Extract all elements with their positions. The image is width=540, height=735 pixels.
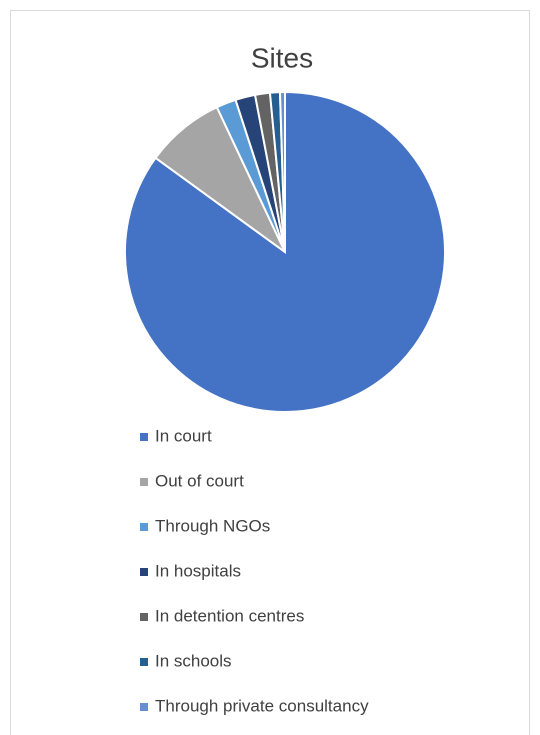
legend-swatch — [140, 568, 148, 576]
legend-label: Through NGOs — [155, 516, 270, 535]
legend-swatch — [140, 703, 148, 711]
legend-label: In detention centres — [155, 606, 304, 625]
legend-swatch — [140, 658, 148, 666]
legend-swatch — [140, 433, 148, 441]
legend-label: Out of court — [155, 471, 244, 490]
pie-slice — [278, 90, 286, 253]
legend-swatch — [140, 613, 148, 621]
legend-swatch — [140, 523, 148, 531]
legend-label: Through private consultancy — [155, 696, 369, 715]
legend-label: In court — [155, 426, 212, 445]
legend-label: In hospitals — [155, 561, 241, 580]
legend-label: In schools — [155, 651, 232, 670]
legend-swatch — [140, 478, 148, 486]
chart-title: Sites — [251, 42, 313, 73]
